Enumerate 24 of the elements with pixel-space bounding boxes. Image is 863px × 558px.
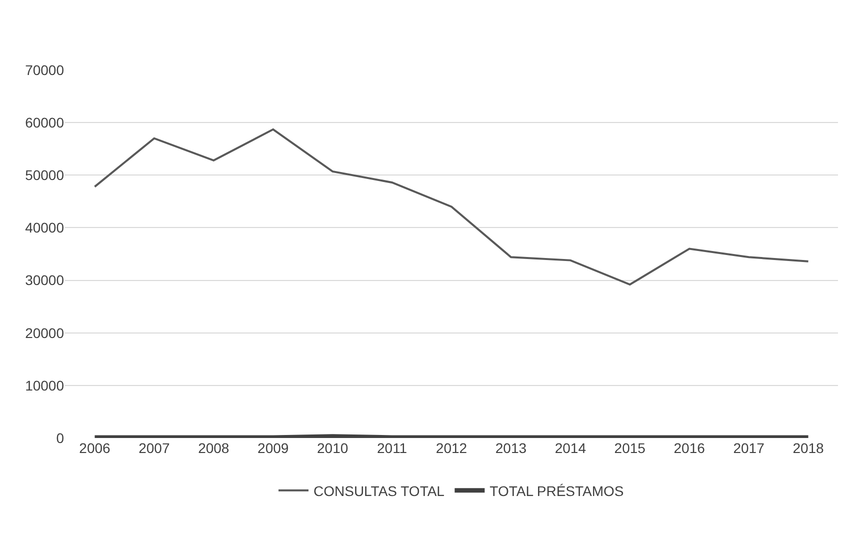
y-tick-label: 60000 bbox=[25, 114, 64, 130]
x-tick-label: 2010 bbox=[317, 440, 348, 456]
y-tick-label: 0 bbox=[56, 430, 64, 446]
y-tick-label: 20000 bbox=[25, 324, 64, 341]
y-tick-label: 30000 bbox=[25, 272, 64, 288]
y-tick-label: 40000 bbox=[25, 220, 64, 236]
x-tick-label: 2012 bbox=[436, 440, 468, 456]
x-tick-label: 2007 bbox=[138, 440, 170, 456]
y-tick-label: 10000 bbox=[25, 377, 64, 394]
x-tick-label: 2008 bbox=[198, 440, 230, 456]
x-tick-label: 2009 bbox=[258, 440, 289, 456]
legend-label: CONSULTAS TOTAL bbox=[314, 482, 445, 499]
line-series bbox=[94, 128, 810, 286]
x-tick-label: 2014 bbox=[554, 440, 586, 456]
x-tick-label: 2018 bbox=[792, 440, 824, 456]
x-tick-label: 2006 bbox=[79, 440, 111, 456]
x-tick-label: 2017 bbox=[733, 440, 765, 456]
x-tick-label: 2016 bbox=[674, 440, 706, 456]
x-tick-label: 2011 bbox=[376, 440, 408, 456]
x-tick-label: 2015 bbox=[614, 440, 646, 456]
y-tick-label: 50000 bbox=[25, 167, 64, 184]
legend-label: TOTAL PRÉSTAMOS bbox=[490, 482, 624, 499]
y-tick-label: 70000 bbox=[25, 62, 64, 78]
x-tick-label: 2013 bbox=[495, 440, 527, 456]
